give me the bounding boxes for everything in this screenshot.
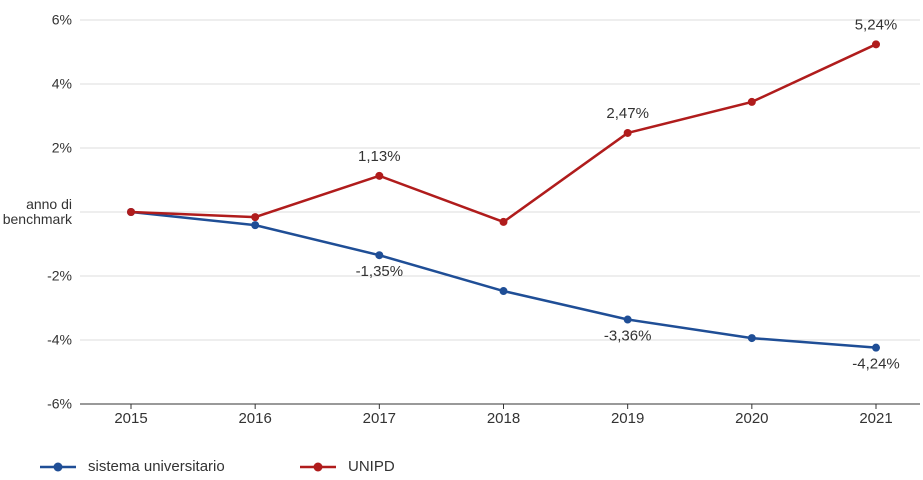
x-tick-label: 2019 [611, 410, 644, 427]
x-tick-label: 2021 [859, 410, 892, 427]
data-label: -1,35% [356, 263, 404, 280]
data-label: 5,24% [855, 16, 898, 33]
x-tick-label: 2015 [114, 410, 147, 427]
data-point [375, 171, 384, 180]
legend-label: sistema universitario [88, 458, 225, 475]
series-line [130, 43, 877, 224]
y-tick-label: -2% [47, 267, 72, 284]
data-label: -4,24% [852, 356, 900, 373]
data-point [251, 213, 260, 222]
x-tick-label: 2018 [487, 410, 520, 427]
data-point [499, 217, 508, 226]
data-label: 1,13% [358, 148, 401, 165]
x-tick-label: 2020 [735, 410, 768, 427]
data-label: 2,47% [606, 105, 649, 122]
data-point [251, 221, 260, 230]
data-point [747, 97, 756, 106]
legend-marker [53, 462, 63, 472]
data-point [623, 128, 632, 137]
y-tick-label: -6% [47, 395, 72, 412]
y-tick-label: -4% [47, 331, 72, 348]
legend-marker [313, 462, 323, 472]
data-point [127, 208, 135, 216]
y-tick-label: 2% [51, 139, 72, 156]
data-label: -3,36% [604, 327, 652, 344]
legend-label: UNIPD [348, 458, 395, 475]
x-tick-label: 2017 [363, 410, 396, 427]
data-point [872, 40, 880, 49]
y-tick-label: 6% [51, 11, 72, 28]
series-line [130, 210, 877, 349]
data-point [747, 334, 756, 343]
x-tick-label: 2016 [238, 410, 271, 427]
y-tick-label: anno di benchmark [2, 196, 72, 227]
data-point [872, 343, 880, 352]
data-point [623, 315, 632, 324]
y-tick-label: 4% [51, 75, 72, 92]
data-point [499, 287, 508, 296]
data-point [375, 251, 384, 260]
